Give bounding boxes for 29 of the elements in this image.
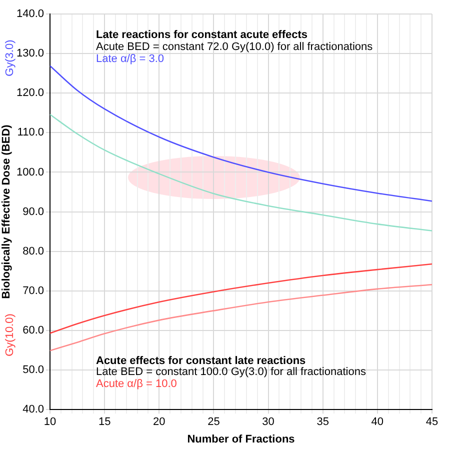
x-tick-label: 35 [316, 416, 329, 428]
x-tick-label: 25 [208, 416, 220, 428]
text: Gy(10.0) [4, 314, 16, 356]
annotation: Late α/β = 3.0 [96, 53, 164, 65]
annotation: Acute BED = constant 72.0 Gy(10.0) for all fractionations [96, 41, 373, 53]
x-tick-label: 15 [98, 416, 111, 428]
annotation: Acute effects for constant late reactions [96, 355, 306, 367]
annotation: Late BED = constant 100.0 Gy(3.0) for all fractionations [96, 366, 366, 378]
x-tick-label: 45 [426, 416, 438, 428]
x-tick-label: 30 [262, 416, 274, 428]
y-tick-label: 50.0 [22, 364, 44, 376]
y-tick-label: 70.0 [22, 284, 44, 297]
y-axis-title: Biologically Effective Dose (BED) [0, 124, 13, 299]
y-tick-label: 40.0 [22, 404, 44, 416]
y-tick-label: 140.0 [16, 8, 44, 20]
y-tick-label: 110.0 [17, 126, 44, 139]
y-tick-label: 90.0 [22, 206, 44, 218]
x-tick-label: 40 [371, 416, 384, 428]
y-tick-label: 60.0 [22, 324, 44, 337]
y-tick-label: 120.0 [16, 87, 44, 100]
annotation: Late reactions for constant acute effects [96, 29, 308, 41]
y-tick-label: 80.0 [22, 245, 44, 258]
x-tick-label: 20 [153, 416, 166, 428]
y-tick-label: 100.0 [16, 166, 44, 178]
y-tick-label: 130.0 [16, 48, 44, 60]
x-tick-label: 10 [44, 416, 56, 428]
text: Gy(3.0) [4, 40, 16, 76]
annotation: Acute α/β = 10.0 [96, 378, 177, 390]
x-axis-title: Number of Fractions [187, 433, 295, 446]
